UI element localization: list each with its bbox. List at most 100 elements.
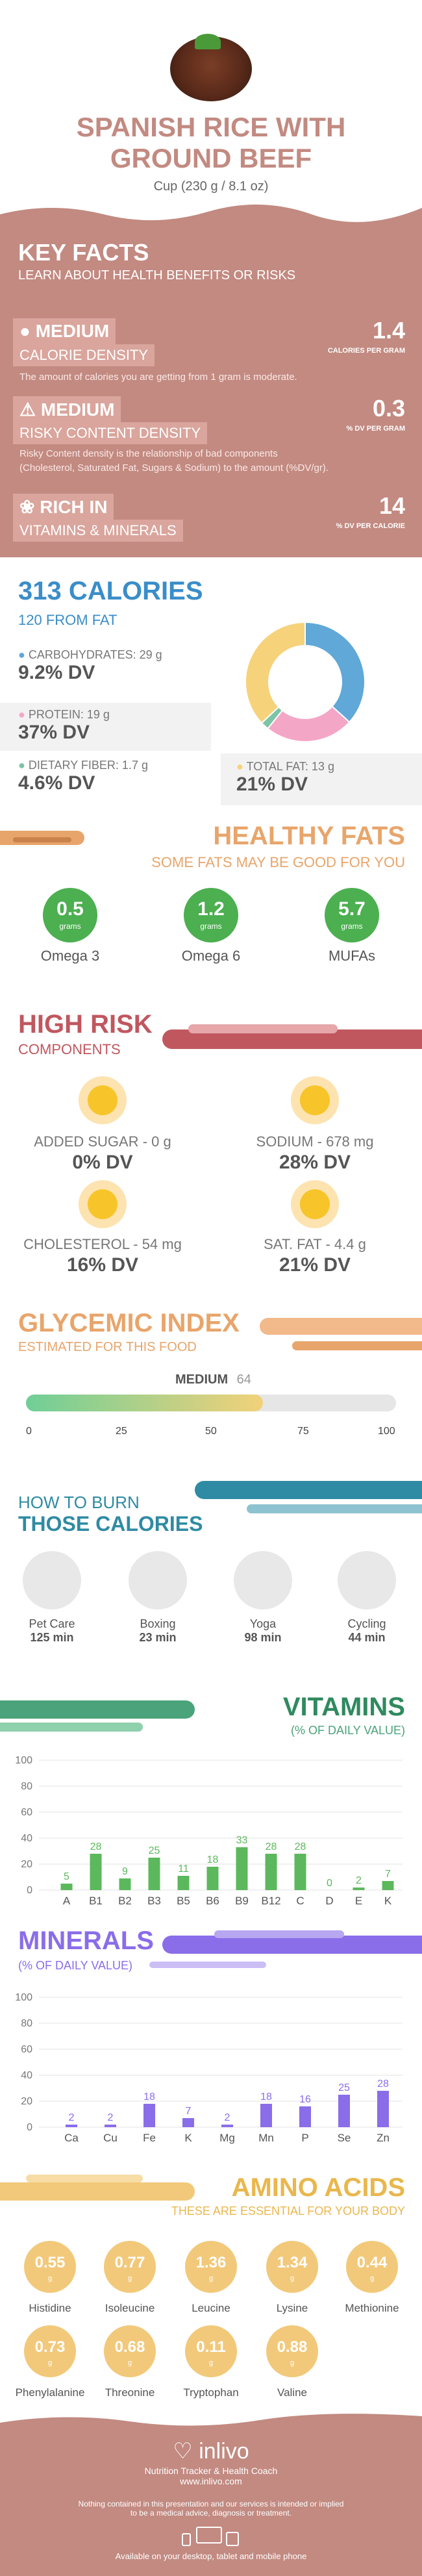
amino-section: AMINO ACIDS THESE ARE ESSENTIAL FOR YOUR… [0, 2169, 422, 2423]
amino-title: AMINO ACIDS [231, 2173, 405, 2202]
fiber-label: DIETARY FIBER: 1.7 g [28, 759, 148, 772]
key-facts-top-wave [0, 204, 422, 234]
minerals-bar-chart: 0 20 40 60 80 100 2 Ca 2 Cu 18 Fe 7 K 2 Mg 18 Mn 16 P 25 Se 28… [15, 1992, 403, 2144]
glycemic-tick-0: 0 [26, 1426, 32, 1437]
vitamins-section: VITAMINS (% OF DAILY VALUE) 0 20 40 60 80 100… [0, 1689, 422, 1923]
high-risk-subtitle: COMPONENTS [18, 1041, 121, 1057]
burn-boxing: Boxing 23 min [116, 1551, 200, 1645]
vitamins-bar-a [60, 1884, 73, 1890]
omega6-unit: grams [200, 922, 222, 931]
vitamins-ytick: 0 [27, 1885, 32, 1896]
amino-phenylalanine: 0.73 g Phenylalanine [14, 2325, 86, 2399]
donut-slice-total-fat [245, 621, 306, 724]
tryptophan-label: Tryptophan [183, 2386, 239, 2399]
flame-icon: ● [19, 321, 31, 341]
calorie-density-unit: CALORIES PER GRAM [327, 347, 405, 355]
minerals-bar-mg [221, 2125, 233, 2127]
vm-level-text: RICH IN [40, 497, 108, 517]
minerals-value-ca: 2 [69, 2112, 75, 2123]
cycling-icon [338, 1551, 396, 1610]
vitamins-value-b9: 33 [236, 1835, 248, 1846]
amino-lysine: 1.34 g Lysine [256, 2241, 328, 2315]
vm-unit: % DV PER CALORIE [336, 522, 405, 530]
minerals-value-k: 7 [186, 2106, 192, 2117]
vitamins-label-b12: B12 [261, 1895, 280, 1907]
fiber-dot-icon: ● [18, 759, 25, 772]
minerals-value-zn: 28 [377, 2078, 389, 2090]
cycling-label: Cycling [347, 1617, 386, 1630]
footer-url[interactable]: www.inlivo.com [180, 2476, 242, 2486]
healthy-fats-title: HEALTHY FATS [213, 822, 405, 850]
minerals-banner [162, 1936, 422, 1954]
amino-subtitle: THESE ARE ESSENTIAL FOR YOUR BODY [171, 2204, 405, 2217]
key-facts-subtitle: LEARN ABOUT HEALTH BENEFITS OR RISKS [18, 268, 296, 283]
devices-icon [182, 2527, 240, 2546]
minerals-bar-ca [66, 2125, 77, 2127]
donut-slice-carbohydrates [304, 621, 366, 724]
risky-desc-line2: (Cholesterol, Saturated Fat, Sugars & So… [19, 462, 329, 474]
minerals-ytick: 60 [21, 2044, 32, 2055]
fiber-dv: 4.6% DV [18, 772, 95, 794]
risky-density-label: RISKY CONTENT DENSITY [13, 422, 208, 444]
protein-dv: 37% DV [18, 722, 90, 743]
sat-fat-dv: 21% DV [279, 1254, 351, 1276]
carbs-label: CARBOHYDRATES: 29 g [28, 648, 162, 661]
vitamins-value-b3: 25 [149, 1845, 160, 1856]
minerals-label-zn: Zn [377, 2132, 390, 2144]
healthy-fats-section: HEALTHY FATS SOME FATS MAY BE GOOD FOR Y… [0, 815, 422, 971]
minerals-bar-k [182, 2118, 194, 2127]
fat-block: ● TOTAL FAT: 13 g 21% DV [221, 753, 422, 805]
histidine-unit: g [47, 2275, 53, 2282]
omega3-label: Omega 3 [40, 948, 100, 964]
threonine-value: 0.68 [114, 2338, 145, 2356]
yoga-icon [234, 1551, 292, 1610]
glycemic-fill [26, 1395, 263, 1411]
yoga-time: 98 min [244, 1631, 282, 1644]
boxing-label: Boxing [140, 1617, 176, 1630]
burn-cycling: Cycling 44 min [325, 1551, 409, 1645]
vitamins-value-b6: 18 [207, 1854, 219, 1865]
serving-size: Cup (230 g / 8.1 oz) [153, 179, 269, 194]
protein-dot-icon: ● [18, 708, 25, 721]
carbs-dv: 9.2% DV [18, 662, 95, 683]
header: SPANISH RICE WITH GROUND BEEF Cup (230 g… [0, 0, 422, 194]
brand-logo: ♡ inlivo [0, 2438, 422, 2464]
minerals-label-ca: Ca [64, 2132, 79, 2144]
glycemic-section: GLYCEMIC INDEX ESTIMATED FOR THIS FOOD M… [0, 1302, 422, 1452]
vitamins-label-b6: B6 [206, 1895, 219, 1907]
lysine-unit: g [290, 2275, 295, 2282]
sodium-dv: 28% DV [279, 1152, 351, 1173]
risky-density-level-text: MEDIUM [40, 399, 115, 420]
minerals-value-p: 16 [299, 2094, 311, 2105]
mufas-unit: grams [341, 922, 363, 931]
methionine-unit: g [369, 2275, 375, 2282]
heart-logo-icon: ♡ [173, 2439, 193, 2464]
vitamins-value-b12: 28 [266, 1841, 277, 1852]
minerals-value-mg: 2 [225, 2112, 230, 2123]
glycemic-level-readout: MEDIUM 64 [175, 1372, 251, 1387]
amino-threonine: 0.68 g Threonine [94, 2325, 166, 2399]
minerals-label-mg: Mg [219, 2132, 235, 2144]
vitamins-value-k: 7 [385, 1869, 391, 1880]
minerals-ytick: 80 [21, 2018, 32, 2029]
omega3-value: 0.5 [56, 898, 84, 920]
minerals-bar-p [299, 2106, 311, 2127]
fat-dv: 21% DV [236, 774, 308, 795]
vitamins-ytick: 20 [21, 1859, 32, 1870]
glycemic-banner-2 [292, 1341, 422, 1350]
glycemic-title: GLYCEMIC INDEX [18, 1309, 240, 1337]
glycemic-subtitle: ESTIMATED FOR THIS FOOD [18, 1340, 197, 1354]
tryptophan-value: 0.11 [196, 2338, 226, 2356]
footer-tagline: Nutrition Tracker & Health Coach [144, 2466, 278, 2476]
vitamins-bar-b2 [119, 1878, 131, 1890]
vitamins-bar-c [294, 1854, 306, 1890]
vitamins-minerals-level: ❀ RICH IN [13, 494, 114, 520]
burn-pet-care: Pet Care 125 min [10, 1551, 94, 1645]
glycemic-tick-50: 50 [205, 1426, 217, 1437]
sat-fat-smile-icon [291, 1180, 339, 1228]
fat-dot-icon: ● [236, 760, 243, 773]
sodium-label: SODIUM - 678 mg [256, 1133, 374, 1150]
minerals-subtitle: (% OF DAILY VALUE) [18, 1959, 133, 1972]
macro-donut-chart [245, 621, 366, 742]
minerals-value-cu: 2 [108, 2112, 114, 2123]
